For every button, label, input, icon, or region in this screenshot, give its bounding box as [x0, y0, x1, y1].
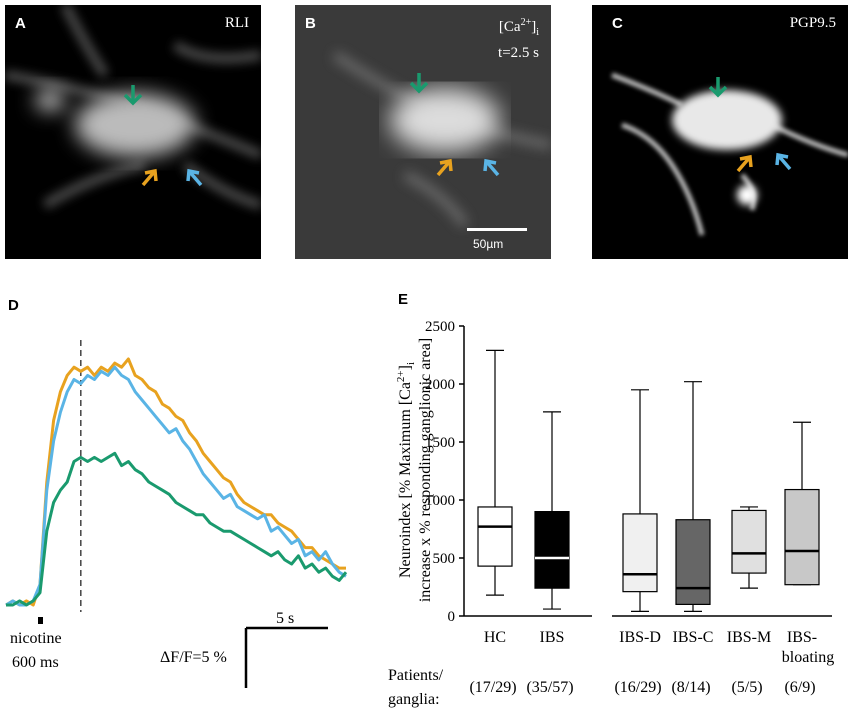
patients-ganglia-count: (8/14) — [671, 679, 710, 696]
scale-bar — [467, 228, 527, 231]
box-group-ibsd: IBS-D (16/29) — [614, 389, 662, 696]
panel-a-letter: A — [15, 15, 26, 32]
green-arrow-icon — [123, 85, 143, 106]
panel-c-arrows — [708, 77, 792, 173]
y-tick-label: 0 — [448, 609, 456, 625]
y-tick-label: 500 — [433, 551, 456, 567]
group-label: IBS-M — [727, 629, 771, 646]
panel-b-label: [Ca2+]i t=2.5 s — [498, 13, 539, 63]
scale-bar-axes — [244, 626, 328, 688]
blue-arrow-icon — [775, 152, 792, 171]
ca-label-base: [Ca — [498, 19, 521, 35]
panel-c-label: PGP9.5 — [789, 15, 836, 31]
ca-label-sup: 2+ — [520, 17, 532, 28]
panel-a-image: A RLI — [5, 5, 261, 259]
ganglia-label: ganglia: — [388, 691, 440, 708]
panel-b-arrows — [409, 73, 527, 231]
trace-series-group — [5, 357, 348, 607]
green-arrow-icon — [409, 73, 429, 94]
patients-label: Patients/ — [388, 667, 444, 684]
scale-bar-label: 50µm — [473, 237, 504, 251]
trace-line-orange — [5, 357, 346, 607]
box-group-ibsc: IBS-C (8/14) — [671, 381, 714, 696]
blue-arrow-icon — [186, 168, 203, 187]
panel-b-image: B [Ca2+]i t=2.5 s 50µm — [295, 5, 551, 259]
box-group-ibs-bloating: IBS-bloating (6/9) — [782, 421, 834, 696]
calcium-trace-chart: nicotine 600 ms 5 s ΔF/F=5 % — [5, 340, 348, 688]
group-label: IBS — [540, 629, 565, 646]
iqr-box — [534, 511, 570, 589]
iqr-box — [731, 509, 767, 574]
ylabel-base: Neuroindex [% Maximum [Ca — [397, 382, 414, 578]
panel-d-letter: D — [8, 297, 19, 314]
stim-duration-label: 600 ms — [12, 654, 59, 671]
ca-label-sub: i — [536, 27, 539, 38]
panel-b-micrograph — [295, 5, 551, 259]
panel-a-micrograph — [5, 5, 261, 259]
panel-c-image: C PGP9.5 — [592, 5, 848, 259]
panel-b-letter: B — [305, 15, 316, 32]
patients-ganglia-count: (5/5) — [731, 679, 762, 696]
ylabel-sub: i — [405, 362, 417, 365]
iqr-box — [784, 488, 820, 586]
amplitude-scale-label: ΔF/F=5 % — [160, 649, 227, 666]
iqr-box — [477, 506, 513, 567]
trace-line-green — [6, 451, 348, 607]
nicotine-label: nicotine — [10, 630, 62, 647]
box-group-ibs: IBS (35/57) — [526, 411, 574, 696]
y-tick-label: 2000 — [425, 377, 455, 393]
panel-c-micrograph — [592, 5, 848, 259]
group-label: IBS-D — [619, 629, 661, 646]
panel-e-letter: E — [398, 291, 409, 308]
patients-ganglia-count: (6/9) — [784, 679, 815, 696]
orange-arrow-icon — [736, 154, 753, 173]
ylabel-sup: 2+ — [395, 370, 407, 382]
iqr-box — [622, 513, 658, 593]
box-group-hc: HC (17/29) — [469, 349, 517, 696]
group-label: HC — [484, 629, 506, 646]
boxplot-boxes: HC (17/29) IBS (35/57) IBS-D (16/29) IBS-C (8/1… — [469, 349, 834, 696]
stimulus-marker — [38, 617, 43, 624]
panel-c-letter: C — [612, 15, 623, 32]
patients-ganglia-count: (16/29) — [614, 679, 661, 696]
patients-ganglia-count: (17/29) — [469, 679, 516, 696]
orange-arrow-icon — [141, 168, 158, 187]
box-group-ibsm: IBS-M (5/5) — [727, 506, 771, 696]
y-axis-label: Neuroindex [% Maximum [Ca2+]i — [395, 362, 417, 578]
y-axis-label-line2: increase x % responding ganglionic area] — [417, 338, 434, 602]
neuroindex-boxplot: Neuroindex [% Maximum [Ca2+]i increase x… — [388, 319, 834, 708]
y-tick-label: 2500 — [425, 319, 455, 335]
trace-line-blue — [5, 365, 347, 607]
group-label: IBS-C — [673, 629, 714, 646]
y-tick-label: 1500 — [425, 435, 455, 451]
ca-label-end: ] — [531, 19, 537, 35]
group-label: IBS- — [787, 629, 817, 646]
iqr-box — [675, 519, 711, 606]
panel-b-time: t=2.5 s — [498, 45, 539, 61]
orange-arrow-icon — [436, 158, 453, 177]
y-tick-label: 1000 — [425, 493, 455, 509]
blue-arrow-icon — [483, 158, 500, 177]
time-scale-label: 5 s — [276, 610, 294, 627]
group-label-line2: bloating — [782, 649, 834, 666]
ylabel-end: ] — [397, 365, 414, 370]
panel-a-label: RLI — [224, 15, 249, 31]
green-arrow-icon — [708, 77, 728, 98]
boxplot-axes: 0 500 1000 1500 2000 2500 — [425, 319, 832, 625]
patients-ganglia-count: (35/57) — [526, 679, 573, 696]
panel-a-arrows — [123, 85, 203, 187]
